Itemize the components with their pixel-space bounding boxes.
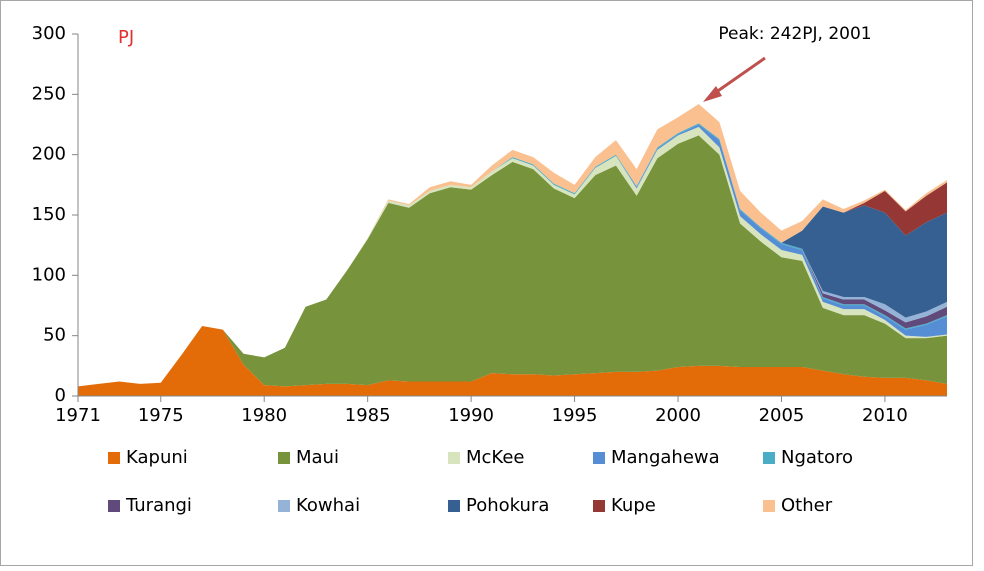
legend-label: Maui xyxy=(296,447,339,468)
legend-label: Other xyxy=(781,495,833,516)
x-tick-label: 2010 xyxy=(862,405,908,426)
legend-swatch xyxy=(108,452,120,464)
legend-label: Ngatoro xyxy=(781,447,853,468)
legend-label: McKee xyxy=(466,447,524,468)
annotation: Peak: 242PJ, 2001 xyxy=(718,24,871,44)
legend-label: Turangi xyxy=(125,495,192,516)
area xyxy=(78,135,947,387)
x-tick-label: 1995 xyxy=(552,405,598,426)
y-tick-label: 0 xyxy=(55,385,66,406)
legend-swatch xyxy=(763,452,775,464)
legend-swatch xyxy=(278,452,290,464)
area xyxy=(78,326,947,396)
y-tick-label: 50 xyxy=(43,325,66,346)
legend-label: Mangahewa xyxy=(611,447,720,468)
unit-label: PJ xyxy=(118,27,134,48)
x-tick-label: 2000 xyxy=(655,405,701,426)
y-tick-label: 200 xyxy=(32,144,66,165)
legend-label: Kowhai xyxy=(296,495,360,516)
y-tick-label: 100 xyxy=(32,264,66,285)
legend-swatch xyxy=(763,500,775,512)
legend-swatch xyxy=(278,500,290,512)
legend-swatch xyxy=(593,500,605,512)
legend-label: Kupe xyxy=(611,495,656,516)
y-tick-label: 250 xyxy=(32,83,66,104)
x-tick-label: 1980 xyxy=(241,405,287,426)
legend-swatch xyxy=(108,500,120,512)
y-tick-label: 300 xyxy=(32,23,66,44)
legend-swatch xyxy=(448,452,460,464)
x-tick-label: 1990 xyxy=(448,405,494,426)
annotation-arrow xyxy=(703,56,766,102)
x-tick-label: 1985 xyxy=(345,405,391,426)
x-tick-label: 1971 xyxy=(55,405,101,426)
x-tick-label: 1975 xyxy=(138,405,184,426)
legend-label: Kapuni xyxy=(126,447,188,468)
legend-label: Pohokura xyxy=(466,495,549,516)
legend-swatch xyxy=(593,452,605,464)
x-tick-label: 2005 xyxy=(759,405,805,426)
y-tick-label: 150 xyxy=(32,204,66,225)
legend-swatch xyxy=(448,500,460,512)
